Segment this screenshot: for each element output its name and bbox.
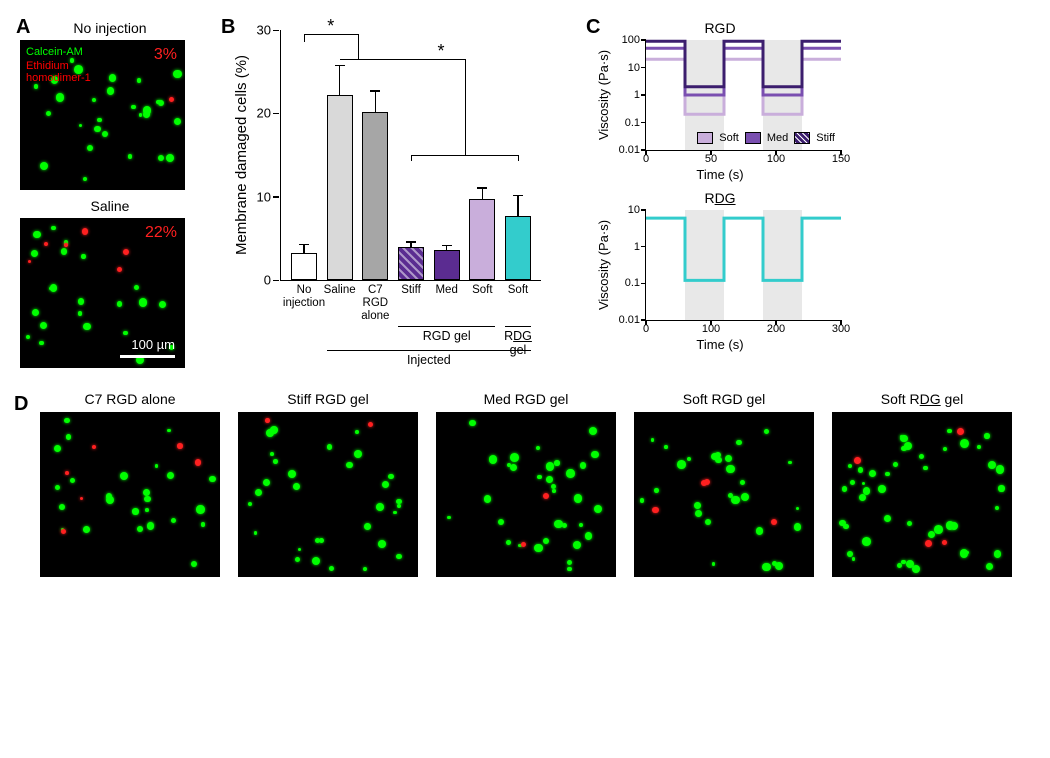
bar (291, 253, 317, 280)
panel-d-label: D (14, 393, 28, 416)
y-tick-label: 100 (622, 34, 640, 46)
bar (362, 112, 388, 280)
micrograph-item: Stiff RGD gel 4% (238, 391, 418, 577)
legend-label: Med (767, 132, 788, 144)
legend-label: Stiff (816, 132, 835, 144)
y-axis-label: Viscosity (Pa·s) (596, 220, 611, 310)
y-tick-label: 0.01 (619, 144, 640, 156)
legend: Soft Med Stiff (697, 132, 835, 144)
x-tick-label: 100 (702, 323, 720, 335)
fluorescence-image: 4% (436, 412, 616, 577)
panel-b: B Membrane damaged cells (%) 0102030Noin… (225, 20, 565, 376)
y-tick-label: 10 (257, 189, 271, 204)
micrograph-title: C7 RGD alone (40, 391, 220, 407)
bar-label: Saline (324, 284, 356, 297)
fluorescence-image: 4% (238, 412, 418, 577)
x-tick-label: 300 (832, 323, 850, 335)
y-tick-label: 10 (628, 204, 640, 216)
micrograph-title: Soft RGD gel (634, 391, 814, 407)
legend-ethidium: Ethidiumhomodimer-1 (26, 60, 91, 84)
fluorescence-image: 8%100 µm (832, 412, 1012, 577)
bar-label: Soft (472, 284, 492, 297)
plot-area: 0102030NoinjectionSalineC7RGDaloneStiffM… (280, 30, 541, 281)
y-tick-label: 1 (634, 241, 640, 253)
fluorescence-image: 20% (40, 412, 220, 577)
scale-bar-label: 100 µm (131, 337, 175, 352)
micrograph-title: Med RGD gel (436, 391, 616, 407)
bar (327, 95, 353, 280)
group-label: RDG gel (504, 329, 532, 357)
panel-a-label: A (16, 16, 30, 39)
damage-percentage: 8% (832, 412, 1012, 430)
y-tick-label: 0.01 (619, 314, 640, 326)
y-axis-label: Viscosity (Pa·s) (596, 50, 611, 140)
bar-label: Soft (508, 284, 528, 297)
fluorescence-image: 10% (634, 412, 814, 577)
bar (434, 250, 460, 280)
bar-label: Stiff (401, 284, 421, 297)
y-tick-label: 10 (628, 62, 640, 74)
y-tick-label: 20 (257, 106, 271, 121)
y-tick-label: 0.1 (625, 117, 640, 129)
y-tick-label: 0 (264, 273, 271, 288)
fluorescence-image: 3% Calcein-AM Ethidiumhomodimer-1 (20, 40, 185, 190)
bar-chart: Membrane damaged cells (%) 0102030Noinje… (225, 20, 555, 360)
panel-c: C RGDViscosity (Pa·s)0.010.1110100050100… (590, 20, 1030, 376)
bar-label: Med (435, 284, 457, 297)
micrograph-title: Stiff RGD gel (238, 391, 418, 407)
legend-label: Soft (719, 132, 739, 144)
damage-percentage: 3% (154, 46, 177, 64)
micrograph-item: Med RGD gel 4% (436, 391, 616, 577)
x-tick-label: 0 (643, 323, 649, 335)
y-tick-label: 30 (257, 23, 271, 38)
micrograph-title: Soft RDG gel (832, 391, 1012, 407)
bar-label: C7RGDalone (361, 284, 389, 324)
group-label: RGD gel (423, 329, 471, 343)
damage-percentage: 10% (634, 412, 814, 430)
bar (505, 216, 531, 280)
y-tick-label: 0.1 (625, 277, 640, 289)
bar (469, 199, 495, 280)
bar-label: Noinjection (283, 284, 325, 310)
significance-star: * (327, 16, 334, 37)
legend-calcein: Calcein-AM (26, 46, 83, 58)
injected-label: Injected (407, 353, 451, 367)
x-axis-label: Time (s) (696, 337, 743, 352)
micrograph-title: No injection (20, 20, 200, 36)
x-tick-label: 150 (832, 153, 850, 165)
micrograph-item: Soft RGD gel 10% (634, 391, 814, 577)
micrograph-item: C7 RGD alone 20% (40, 391, 220, 577)
figure-root: A No injection3%Calcein-AMEthidiumhomodi… (20, 20, 1030, 577)
x-tick-label: 50 (705, 153, 717, 165)
y-axis-label: Membrane damaged cells (%) (233, 55, 250, 255)
significance-star: * (437, 41, 444, 62)
fluorescence-image: 22% 100 µm (20, 218, 185, 368)
panel-a: A No injection3%Calcein-AMEthidiumhomodi… (20, 20, 200, 376)
damage-percentage: 4% (436, 412, 616, 430)
viscosity-chart: RDGViscosity (Pa·s)0.010.11100100200300T… (590, 190, 850, 350)
viscosity-chart: RGDViscosity (Pa·s)0.010.111010005010015… (590, 20, 850, 180)
bar (398, 247, 424, 280)
x-tick-label: 100 (767, 153, 785, 165)
scale-bar (120, 355, 175, 358)
panel-d: D C7 RGD alone20%Stiff RGD gel4%Med RGD … (20, 391, 1030, 577)
x-axis-label: Time (s) (696, 167, 743, 182)
x-tick-label: 0 (643, 153, 649, 165)
micrograph-item: Soft RDG gel 8%100 µm (832, 391, 1012, 577)
y-tick-label: 1 (634, 89, 640, 101)
x-tick-label: 200 (767, 323, 785, 335)
damage-percentage: 22% (145, 224, 177, 242)
micrograph-title: Saline (20, 198, 200, 214)
